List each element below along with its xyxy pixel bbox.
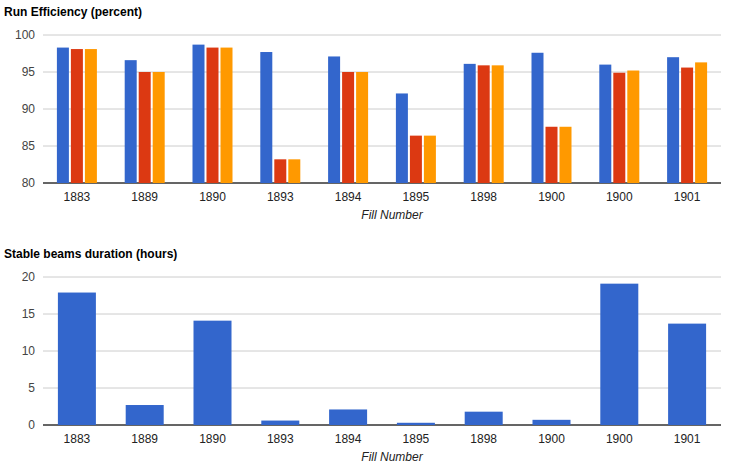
x-tick-label: 1901 — [674, 432, 701, 446]
x-tick-label: 1895 — [403, 432, 430, 446]
bar — [261, 421, 299, 425]
bar — [57, 48, 69, 183]
x-tick-label: 1894 — [335, 432, 362, 446]
bar — [329, 409, 367, 425]
bar — [139, 72, 151, 183]
bar — [532, 53, 544, 183]
bar — [613, 73, 625, 183]
bar — [328, 56, 340, 183]
y-tick-label: 80 — [22, 176, 36, 190]
grid-line — [43, 35, 721, 36]
bar — [560, 127, 572, 183]
x-tick-label: 1893 — [267, 432, 294, 446]
bar — [85, 49, 97, 183]
bar — [396, 93, 408, 183]
bar — [410, 136, 422, 183]
bar — [600, 284, 638, 425]
bar — [533, 420, 571, 425]
y-tick-label: 15 — [22, 307, 36, 321]
bars — [58, 284, 706, 425]
bar — [667, 57, 679, 183]
bar — [126, 405, 164, 425]
x-tick-label: 1900 — [606, 190, 633, 204]
grid-line — [43, 277, 721, 278]
x-tick-label: 1895 — [403, 190, 430, 204]
y-tick-label: 100 — [15, 28, 35, 42]
x-tick-label: 1889 — [131, 190, 158, 204]
x-tick-label: 1900 — [606, 432, 633, 446]
chart-title: Stable beams duration (hours) — [4, 247, 177, 261]
x-tick-label: 1889 — [131, 432, 158, 446]
x-axis-title: Fill Number — [361, 208, 423, 222]
x-tick-label: 1883 — [64, 432, 91, 446]
bar — [194, 321, 232, 425]
y-tick-label: 20 — [22, 270, 36, 284]
bar — [221, 48, 233, 183]
bars — [57, 45, 707, 183]
bar — [681, 68, 693, 183]
bar — [668, 324, 706, 425]
x-tick-label: 1893 — [267, 190, 294, 204]
chart: Run Efficiency (percent) 80 85 90 95 100 1883 1… — [4, 5, 721, 222]
x-tick-label: 1900 — [538, 432, 565, 446]
bar — [546, 127, 558, 183]
bar — [397, 423, 435, 425]
x-tick-label: 1883 — [64, 190, 91, 204]
chart: Stable beams duration (hours) 0 5 10 15 20 188… — [4, 247, 721, 464]
y-tick-label: 85 — [22, 139, 36, 153]
bar — [695, 62, 707, 183]
bar — [71, 49, 83, 183]
bar — [356, 72, 368, 183]
bar — [478, 65, 490, 183]
bar — [424, 136, 436, 183]
bar — [342, 72, 354, 183]
bar — [464, 64, 476, 183]
chart-title: Run Efficiency (percent) — [4, 5, 142, 19]
y-tick-label: 10 — [22, 344, 36, 358]
x-axis-title: Fill Number — [361, 450, 423, 464]
y-tick-label: 5 — [28, 381, 35, 395]
x-tick-label: 1890 — [199, 190, 226, 204]
figure: Run Efficiency (percent)8085909510018831… — [0, 0, 737, 475]
x-tick-label: 1901 — [674, 190, 701, 204]
bar — [153, 72, 165, 183]
bar — [627, 71, 639, 183]
bar — [492, 65, 504, 183]
bar — [125, 60, 137, 183]
x-tick-label: 1900 — [538, 190, 565, 204]
bar — [274, 159, 286, 183]
bar — [465, 412, 503, 425]
x-tick-label: 1898 — [470, 190, 497, 204]
y-tick-label: 0 — [28, 418, 35, 432]
bar — [260, 52, 272, 183]
x-tick-label: 1894 — [335, 190, 362, 204]
bar — [288, 159, 300, 183]
y-tick-label: 95 — [22, 65, 36, 79]
bar — [599, 65, 611, 183]
x-tick-label: 1898 — [470, 432, 497, 446]
x-tick-label: 1890 — [199, 432, 226, 446]
bar — [58, 293, 96, 425]
y-tick-label: 90 — [22, 102, 36, 116]
bar — [207, 48, 219, 183]
bar — [193, 45, 205, 183]
